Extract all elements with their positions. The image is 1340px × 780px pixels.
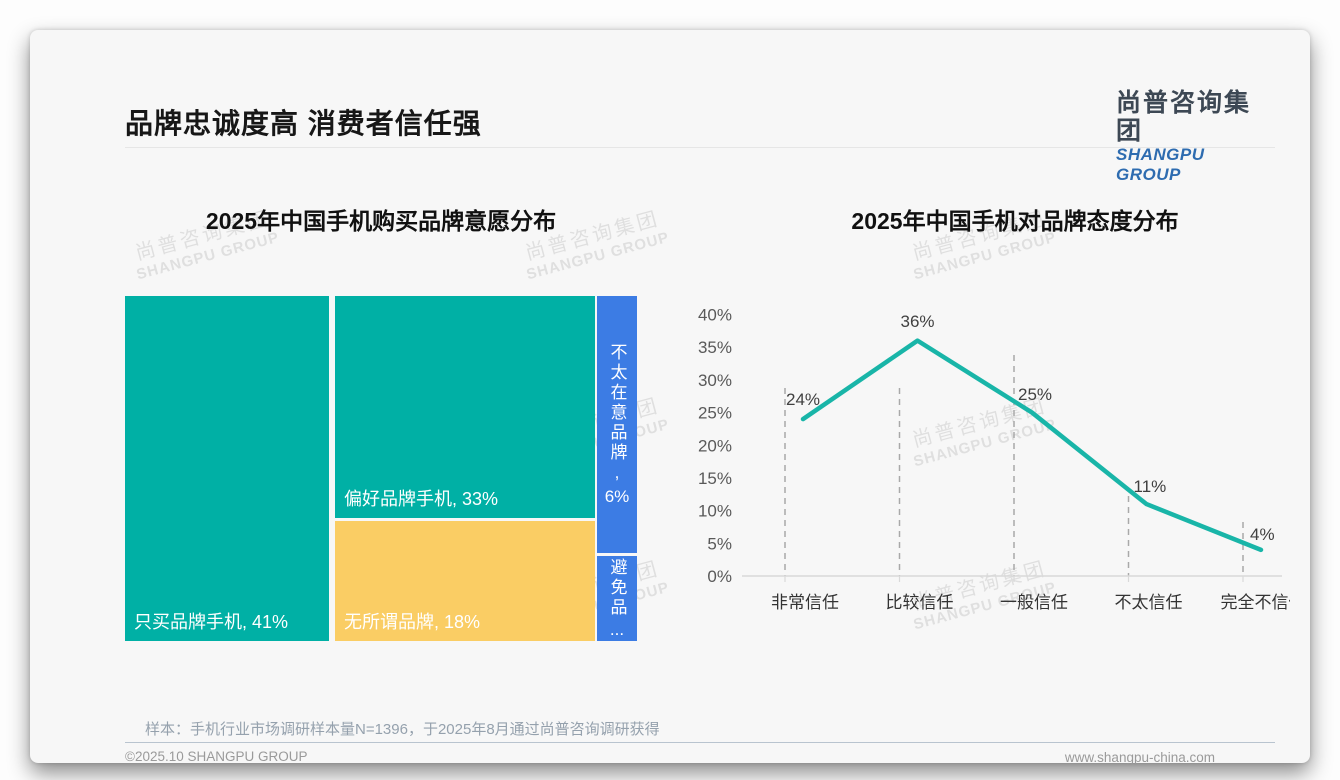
company-logo: 尚普咨询集团 SHANGPU GROUP — [1116, 89, 1272, 186]
y-axis-tick: 10% — [698, 502, 732, 521]
slide-card: 尚普咨询集团 SHANGPU GROUP 尚普咨询集团 SHANGPU GROUP 尚普… — [30, 30, 1310, 765]
y-axis-tick: 35% — [698, 338, 732, 357]
x-axis-category-label: 一般信任 — [1000, 593, 1068, 612]
data-label: 24% — [786, 390, 820, 409]
x-axis-category-label: 完全不信任 — [1221, 593, 1291, 612]
y-axis-tick: 15% — [698, 469, 732, 488]
data-label: 36% — [900, 312, 934, 331]
x-axis-category-label: 比较信任 — [886, 593, 954, 612]
treemap-chart: 只买品牌手机, 41% 偏好品牌手机, 33% 无所谓品牌, 18% 不太在意品… — [125, 296, 637, 641]
y-axis-tick: 20% — [698, 436, 732, 455]
y-axis-tick: 5% — [707, 534, 732, 553]
website-text: www.shangpu-china.com — [1064, 750, 1215, 765]
x-axis-category-label: 不太信任 — [1115, 593, 1183, 612]
footer-divider — [125, 742, 1275, 743]
treemap-block-care-little-brand: 不太在意品牌, 6% — [597, 296, 637, 553]
treemap-label-ellipsis: ... — [609, 619, 625, 639]
page-title: 品牌忠诚度高 消费者信任强 — [125, 108, 482, 139]
treemap-label: 偏好品牌手机, 33% — [344, 489, 499, 509]
treemap-label: 只买品牌手机, 41% — [134, 612, 289, 632]
treemap-label: 无所谓品牌, 18% — [344, 612, 481, 632]
treemap-label-vertical: 不太在意品牌, — [607, 342, 627, 485]
treemap-title: 2025年中国手机购买品牌意愿分布 — [205, 208, 557, 234]
sample-note: 样本：手机行业市场调研样本量N=1396，于2025年8月通过尚普咨询调研获得 — [145, 721, 660, 738]
trust-line-series — [800, 338, 1264, 553]
y-axis-tick: 0% — [707, 567, 732, 586]
data-label: 11% — [1134, 477, 1167, 496]
x-axis-category-label: 非常信任 — [771, 593, 839, 612]
title-divider — [125, 147, 1275, 148]
treemap-label-vertical: 避免品 — [607, 557, 627, 618]
logo-chinese-text: 尚普咨询集团 — [1116, 89, 1252, 145]
treemap-block-indifferent-brand: 无所谓品牌, 18% — [335, 521, 595, 641]
linechart-title: 2025年中国手机对品牌态度分布 — [851, 208, 1179, 234]
line-chart: 40% 35% 30% 25% 20% 15% 10% 5% 0% 24% 36% 25% 11% 4% 非… — [698, 306, 1291, 613]
data-label: 25% — [1018, 385, 1052, 404]
treemap-label-pct: 6% — [604, 486, 630, 506]
logo-english-text: SHANGPU GROUP — [1116, 145, 1205, 185]
treemap-block-only-buy-brand: 只买品牌手机, 41% — [125, 296, 329, 641]
treemap-block-prefer-brand: 偏好品牌手机, 33% — [335, 296, 595, 518]
copyright-text: ©2025.10 SHANGPU GROUP — [125, 749, 308, 764]
y-axis-tick: 25% — [698, 404, 732, 423]
data-label: 4% — [1250, 525, 1275, 544]
treemap-block-avoid-brand-truncated: 避免品 ... — [597, 556, 637, 641]
y-axis-tick: 30% — [698, 371, 732, 390]
y-axis-tick: 40% — [698, 306, 732, 325]
